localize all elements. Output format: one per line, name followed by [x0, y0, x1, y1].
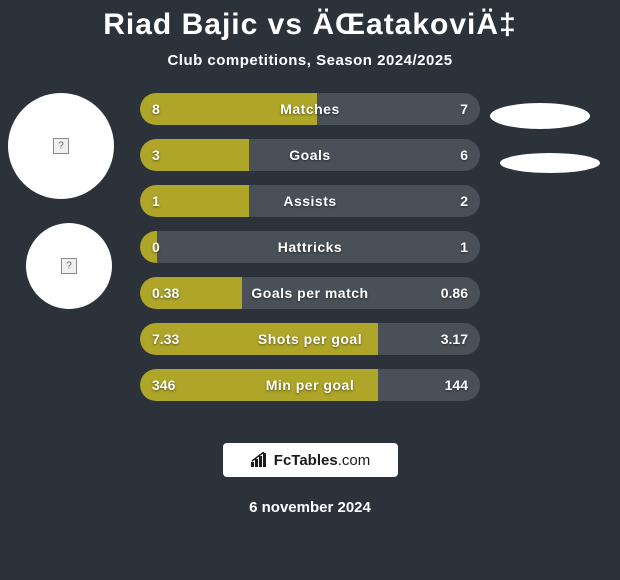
- stat-label: Goals per match: [140, 285, 480, 301]
- page-subtitle: Club competitions, Season 2024/2025: [0, 52, 620, 69]
- stat-row: 8Matches7: [140, 93, 480, 125]
- decor-ellipse-1: [490, 103, 590, 129]
- main-area: 8Matches73Goals61Assists20Hattricks10.38…: [0, 93, 620, 423]
- stat-value-right: 144: [445, 377, 468, 393]
- player-2-avatar: [26, 223, 112, 309]
- stats-column: 8Matches73Goals61Assists20Hattricks10.38…: [140, 93, 480, 415]
- stat-label: Min per goal: [140, 377, 480, 393]
- stat-label: Goals: [140, 147, 480, 163]
- stat-label: Assists: [140, 193, 480, 209]
- stat-row: 0Hattricks1: [140, 231, 480, 263]
- brand-logo: FcTables.com: [223, 443, 398, 477]
- stat-row: 0.38Goals per match0.86: [140, 277, 480, 309]
- stat-label: Shots per goal: [140, 331, 480, 347]
- stat-row: 3Goals6: [140, 139, 480, 171]
- comparison-card: Riad Bajic vs ÄŒatakoviÄ‡ Club competiti…: [0, 0, 620, 580]
- brand-name: FcTables: [274, 452, 338, 469]
- decor-ellipse-2: [500, 153, 600, 173]
- stat-label: Hattricks: [140, 239, 480, 255]
- page-title: Riad Bajic vs ÄŒatakoviÄ‡: [0, 8, 620, 42]
- stat-label: Matches: [140, 101, 480, 117]
- broken-image-icon: [61, 258, 77, 274]
- stat-value-right: 3.17: [441, 331, 468, 347]
- stat-row: 1Assists2: [140, 185, 480, 217]
- brand-text: FcTables.com: [274, 452, 370, 469]
- stat-value-right: 6: [460, 147, 468, 163]
- stat-value-right: 7: [460, 101, 468, 117]
- broken-image-icon: [53, 138, 69, 154]
- footer-date: 6 november 2024: [0, 499, 620, 516]
- player-1-avatar: [8, 93, 114, 199]
- stat-value-right: 0.86: [441, 285, 468, 301]
- stat-row: 7.33Shots per goal3.17: [140, 323, 480, 355]
- brand-ext: .com: [338, 452, 371, 469]
- stat-value-right: 2: [460, 193, 468, 209]
- stat-value-right: 1: [460, 239, 468, 255]
- stat-row: 346Min per goal144: [140, 369, 480, 401]
- chart-icon: [250, 452, 270, 468]
